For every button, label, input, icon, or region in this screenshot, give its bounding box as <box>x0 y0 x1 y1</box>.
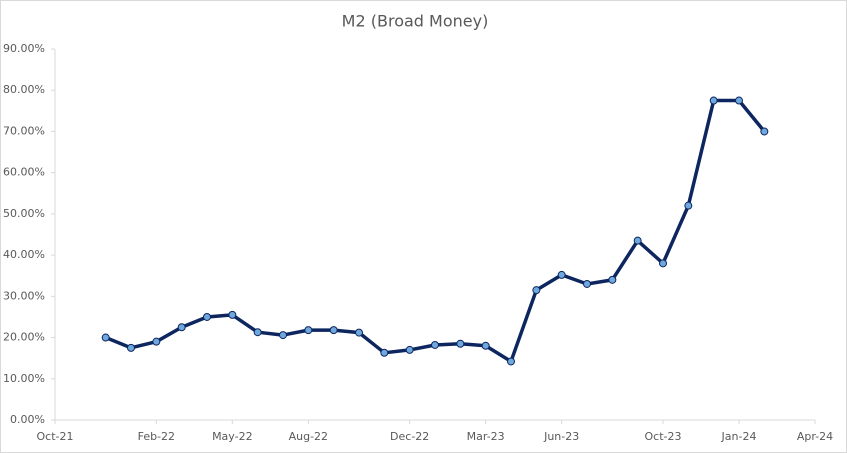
data-point <box>735 96 743 105</box>
data-point <box>760 127 769 136</box>
y-tick-label: 20.00% <box>3 331 45 344</box>
y-tick-label: 70.00% <box>3 124 45 137</box>
data-point <box>507 357 515 366</box>
x-tick-label: Oct-23 <box>645 430 682 443</box>
y-tick-label: 60.00% <box>3 166 45 179</box>
data-point <box>659 259 667 268</box>
data-point <box>684 201 693 210</box>
data-point <box>532 286 541 295</box>
data-point <box>481 341 490 350</box>
data-point <box>557 270 566 279</box>
data-point <box>177 323 186 332</box>
y-tick-label: 10.00% <box>3 372 45 385</box>
data-point <box>709 96 718 105</box>
data-point <box>608 275 617 284</box>
y-tick-label: 90.00% <box>3 42 45 55</box>
data-point <box>228 310 237 319</box>
y-tick-label: 50.00% <box>3 207 45 220</box>
y-tick-label: 40.00% <box>3 248 45 261</box>
x-tick-label: May-22 <box>212 430 253 443</box>
chart-title: M2 (Broad Money) <box>342 12 489 31</box>
x-tick-label: Feb-22 <box>138 430 175 443</box>
data-point <box>456 339 465 348</box>
data-point <box>329 326 338 335</box>
x-tick-label: Aug-22 <box>289 430 328 443</box>
x-tick-label: Jun-23 <box>543 430 579 443</box>
y-tick-label: 30.00% <box>3 289 45 302</box>
x-tick-label: Mar-23 <box>467 430 505 443</box>
data-point <box>253 328 262 337</box>
data-point <box>304 326 313 335</box>
data-point <box>405 345 414 354</box>
data-point <box>380 348 389 357</box>
data-point <box>101 333 110 342</box>
y-tick-label: 0.00% <box>10 413 45 426</box>
x-tick-label: Oct-21 <box>37 430 74 443</box>
data-point <box>279 331 287 340</box>
data-point <box>203 312 211 321</box>
data-point <box>355 328 363 337</box>
data-point <box>152 337 161 346</box>
x-tick-label: Apr-24 <box>797 430 833 443</box>
x-tick-label: Dec-22 <box>390 430 429 443</box>
data-point <box>431 340 439 349</box>
y-tick-label: 80.00% <box>3 83 45 96</box>
data-point <box>633 236 642 245</box>
data-point <box>127 343 135 352</box>
data-point <box>583 279 591 288</box>
x-tick-label: Jan-24 <box>721 430 757 443</box>
